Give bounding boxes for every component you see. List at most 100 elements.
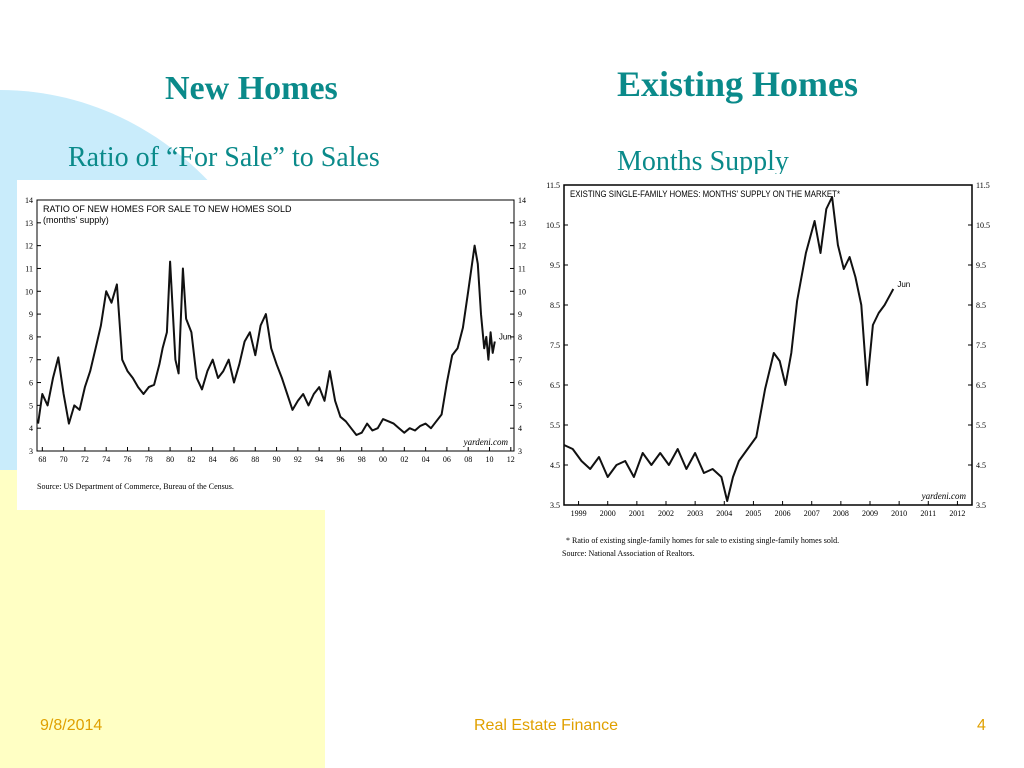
x-tick-label: 2004 (716, 509, 732, 518)
x-tick-label: 2003 (687, 509, 703, 518)
plot-frame (36, 199, 515, 452)
y-tick-label-right: 9.5 (976, 261, 986, 270)
x-tick-label: 76 (124, 455, 132, 464)
y-tick-label-left: 9 (29, 310, 33, 319)
series-line (563, 196, 895, 502)
x-tick-label: 84 (209, 455, 217, 464)
x-tick-label: 94 (315, 455, 323, 464)
y-tick-label-right: 6 (518, 379, 522, 388)
x-tick-label: 98 (358, 455, 366, 464)
y-tick-label-right: 5 (518, 401, 522, 410)
new-homes-chart: 3 3 4 4 5 5 6 6 7 7 8 8 9 9 10 10 11 11 12 12 13 13 14 14 68 70 72… (17, 180, 530, 510)
y-tick-label-left: 8 (29, 333, 33, 342)
x-tick-label: 10 (486, 455, 494, 464)
y-tick-label-left: 5 (29, 401, 33, 410)
y-tick-label-left: 9.5 (550, 261, 560, 270)
left-subtitle: Ratio of “For Sale” to Sales (68, 142, 380, 173)
y-tick-label-left: 4.5 (550, 461, 560, 470)
y-tick-label-right: 4.5 (976, 461, 986, 470)
y-tick-label-right: 9 (518, 310, 522, 319)
x-tick-label: 82 (187, 455, 195, 464)
x-tick-label: 2000 (600, 509, 616, 518)
y-tick-label-left: 10 (25, 287, 33, 296)
x-tick-label: 04 (422, 455, 430, 464)
chart-title: RATIO OF NEW HOMES FOR SALE TO NEW HOMES… (43, 204, 292, 214)
end-label: Jun (499, 332, 512, 341)
chart-subtitle: (months' supply) (43, 215, 109, 225)
y-tick-label-left: 6 (29, 379, 33, 388)
x-tick-label: 2001 (629, 509, 645, 518)
x-tick-label: 12 (507, 455, 515, 464)
y-tick-label-right: 10.5 (976, 221, 990, 230)
x-tick-label: 78 (145, 455, 153, 464)
y-tick-label-left: 10.5 (546, 221, 560, 230)
y-tick-label-left: 12 (25, 242, 33, 251)
x-tick-label: 2006 (775, 509, 791, 518)
chart-footnote: * Ratio of existing single-family homes … (566, 536, 839, 545)
y-tick-label-right: 5.5 (976, 421, 986, 430)
right-subtitle: Months Supply (617, 146, 789, 177)
y-tick-label-left: 14 (25, 196, 33, 205)
y-tick-label-left: 13 (25, 219, 33, 228)
x-tick-label: 2010 (891, 509, 907, 518)
y-tick-label-left: 11 (25, 264, 33, 273)
x-tick-label: 96 (336, 455, 344, 464)
existing-homes-chart-svg: 3.5 3.5 4.5 4.5 5.5 5.5 6.5 6.5 7.5 7.5 8.5 8.5 9.5 9… (546, 181, 990, 558)
y-tick-label-left: 3 (29, 447, 33, 456)
y-tick-label-right: 11.5 (976, 181, 990, 190)
footer-date: 9/8/2014 (40, 717, 103, 734)
x-tick-label: 2005 (745, 509, 761, 518)
y-tick-label-left: 8.5 (550, 301, 560, 310)
chart-source: Source: US Department of Commerce, Burea… (37, 482, 234, 491)
y-tick-label-left: 5.5 (550, 421, 560, 430)
y-tick-label-left: 11.5 (546, 181, 560, 190)
x-tick-label: 00 (379, 455, 387, 464)
y-tick-label-right: 6.5 (976, 381, 986, 390)
y-tick-label-right: 8 (518, 333, 522, 342)
y-tick-label-right: 10 (518, 287, 526, 296)
y-tick-label-right: 4 (518, 424, 522, 433)
x-tick-label: 2002 (658, 509, 674, 518)
y-tick-label-right: 3.5 (976, 501, 986, 510)
x-tick-label: 88 (251, 455, 259, 464)
y-tick-label-right: 14 (518, 196, 526, 205)
x-tick-label: 2008 (833, 509, 849, 518)
x-tick-label: 02 (400, 455, 408, 464)
chart-source: Source: National Association of Realtors… (562, 549, 695, 558)
x-tick-label: 72 (81, 455, 89, 464)
x-tick-label: 86 (230, 455, 238, 464)
x-tick-label: 2012 (949, 509, 965, 518)
left-title: New Homes (165, 70, 338, 107)
watermark: yardeni.com (921, 491, 967, 501)
existing-homes-chart: 3.5 3.5 4.5 4.5 5.5 5.5 6.5 6.5 7.5 7.5 8.5 8.5 9.5 9… (538, 174, 1008, 574)
chart-title: EXISTING SINGLE-FAMILY HOMES: MONTHS' SU… (570, 189, 840, 199)
y-tick-label-left: 7 (29, 356, 33, 365)
x-tick-label: 06 (443, 455, 451, 464)
y-tick-label-right: 7 (518, 356, 522, 365)
x-tick-label: 08 (464, 455, 472, 464)
y-tick-label-left: 4 (29, 424, 33, 433)
x-tick-label: 2011 (920, 509, 936, 518)
y-tick-label-left: 7.5 (550, 341, 560, 350)
y-tick-label-right: 11 (518, 264, 526, 273)
y-tick-label-right: 12 (518, 242, 526, 251)
watermark: yardeni.com (463, 437, 509, 447)
x-tick-label: 92 (294, 455, 302, 464)
footer-center: Real Estate Finance (474, 717, 619, 734)
end-label: Jun (897, 280, 910, 289)
plot-frame (563, 184, 973, 506)
y-tick-label-right: 8.5 (976, 301, 986, 310)
x-tick-label: 80 (166, 455, 174, 464)
x-tick-label: 68 (38, 455, 46, 464)
y-tick-label-right: 13 (518, 219, 526, 228)
right-title: Existing Homes (617, 64, 859, 104)
x-tick-label: 74 (102, 455, 110, 464)
y-tick-label-left: 3.5 (550, 501, 560, 510)
x-tick-label: 1999 (571, 509, 587, 518)
y-tick-label-right: 7.5 (976, 341, 986, 350)
footer-page-number: 4 (977, 717, 986, 734)
x-tick-label: 70 (60, 455, 68, 464)
y-tick-label-left: 6.5 (550, 381, 560, 390)
y-tick-label-right: 3 (518, 447, 522, 456)
